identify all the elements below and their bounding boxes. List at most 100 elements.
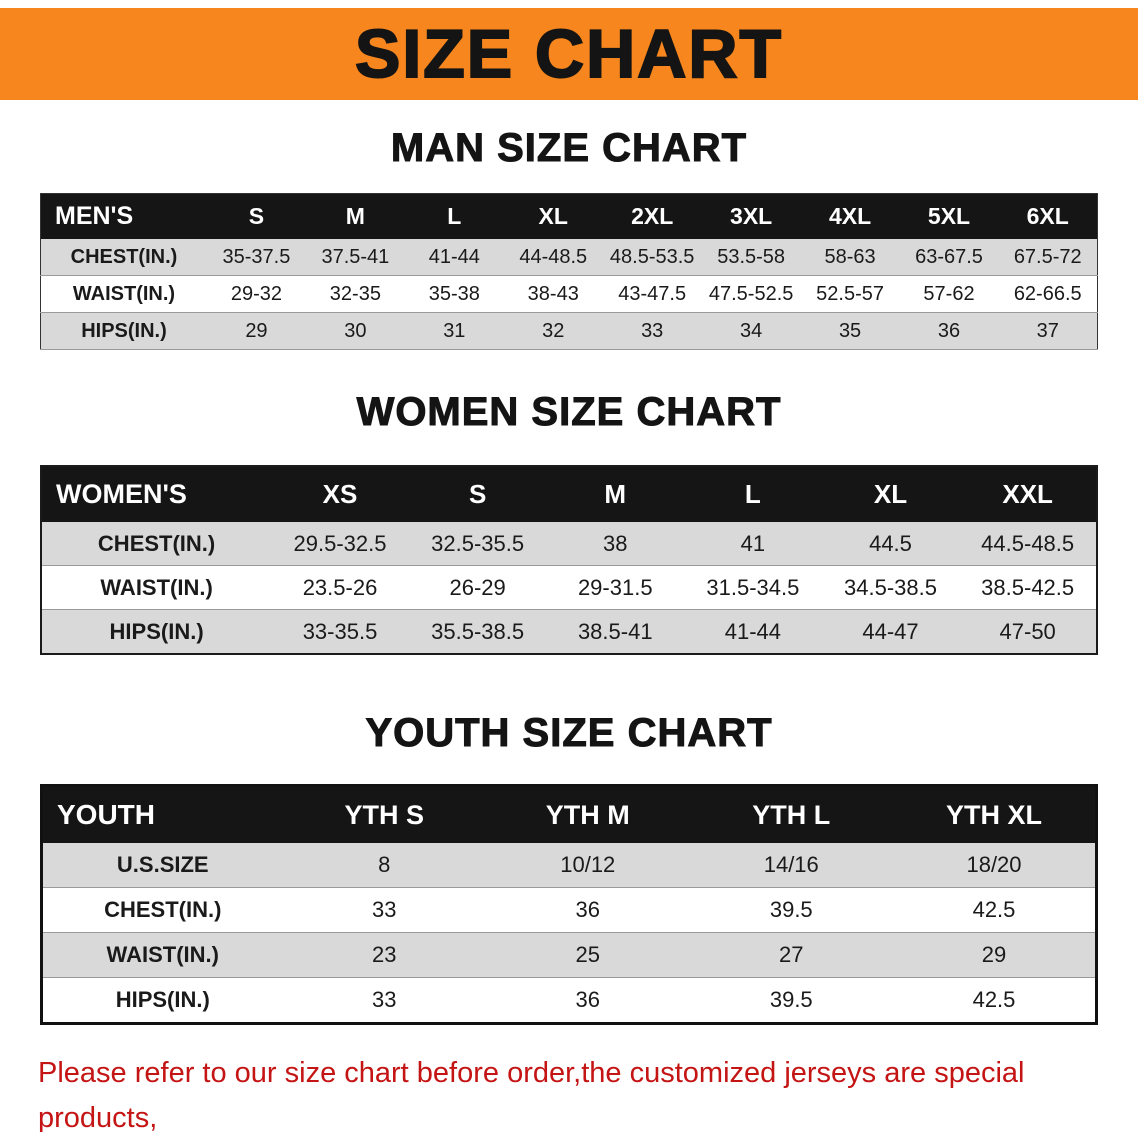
size-column-header: 4XL <box>800 193 900 239</box>
value-cell: 31.5-34.5 <box>706 574 800 600</box>
table-row: WAIST(IN.) 29-32 32-35 35-38 38-43 43-47.5 47.… <box>40 276 1098 313</box>
size-column-header: XS <box>271 466 409 522</box>
value-cell: 41-44 <box>724 618 782 644</box>
value-cell: 36 <box>575 897 601 922</box>
value-cell: 41-44 <box>428 245 480 268</box>
value-cell: 30 <box>344 319 367 342</box>
value-cell: 44.5 <box>869 530 912 556</box>
value-cell: 8 <box>378 852 391 877</box>
table-row: CHEST(IN.) 33 36 39.5 42.5 <box>41 888 1097 933</box>
table-header-row: YOUTH YTH S YTH M YTH L YTH XL <box>41 785 1097 843</box>
value-cell: 42.5 <box>972 987 1016 1012</box>
row-label: WAIST(IN.) <box>100 574 213 600</box>
table-row: WAIST(IN.) 23.5-26 26-29 29-31.5 31.5-34.5 34… <box>41 566 1097 610</box>
size-column-header: XXL <box>959 466 1097 522</box>
value-cell: 37 <box>1036 319 1059 342</box>
title-banner: SIZE CHART <box>0 8 1138 100</box>
row-label: CHEST(IN.) <box>70 245 178 268</box>
value-cell: 27 <box>779 942 804 967</box>
value-cell: 23.5-26 <box>302 574 378 600</box>
size-column-header: 3XL <box>701 193 801 239</box>
value-cell: 29 <box>245 319 268 342</box>
value-cell: 26-29 <box>449 574 506 600</box>
size-column-header: XL <box>503 193 603 239</box>
value-cell: 32.5-35.5 <box>431 530 525 556</box>
table-header-row: WOMEN'S XS S M L XL XXL <box>41 466 1097 522</box>
value-cell: 33 <box>372 897 397 922</box>
value-cell: 58-63 <box>824 245 876 268</box>
value-cell: 47-50 <box>999 618 1056 644</box>
table-corner-header: YOUTH <box>41 785 283 843</box>
footer-note: Please refer to our size chart before or… <box>38 1051 1100 1132</box>
row-label: U.S.SIZE <box>116 852 209 877</box>
value-cell: 31 <box>443 319 466 342</box>
value-cell: 38.5-42.5 <box>981 574 1075 600</box>
value-cell: 47.5-52.5 <box>708 282 794 305</box>
value-cell: 33 <box>641 319 664 342</box>
value-cell: 48.5-53.5 <box>609 245 695 268</box>
women-size-table: WOMEN'S XS S M L XL XXL CHEST(IN.) 29.5-32.5 32.5… <box>40 465 1098 655</box>
women-section-heading: WOMEN SIZE CHART <box>356 390 782 435</box>
value-cell: 37.5-41 <box>321 245 390 268</box>
table-row: U.S.SIZE 8 10/12 14/16 18/20 <box>41 843 1097 888</box>
value-cell: 32 <box>542 319 565 342</box>
value-cell: 43-47.5 <box>618 282 687 305</box>
size-column-header: 5XL <box>899 193 999 239</box>
value-cell: 35.5-38.5 <box>431 618 525 644</box>
value-cell: 33-35.5 <box>302 618 378 644</box>
value-cell: 42.5 <box>972 897 1016 922</box>
value-cell: 34.5-38.5 <box>844 574 937 600</box>
size-column-header: YTH M <box>486 785 690 843</box>
value-cell: 39.5 <box>769 987 813 1012</box>
value-cell: 32-35 <box>329 282 381 305</box>
size-column-header: M <box>305 193 405 239</box>
table-row: CHEST(IN.) 35-37.5 37.5-41 41-44 44-48.5 48.5… <box>40 239 1098 276</box>
value-cell: 67.5-72 <box>1013 245 1082 268</box>
row-label: HIPS(IN.) <box>115 987 210 1012</box>
youth-section-heading: YOUTH SIZE CHART <box>365 711 773 756</box>
value-cell: 44.5-48.5 <box>981 530 1075 556</box>
size-column-header: XL <box>821 466 960 522</box>
value-cell: 38.5-41 <box>577 618 653 644</box>
value-cell: 34 <box>740 319 763 342</box>
value-cell: 10/12 <box>560 852 616 877</box>
value-cell: 52.5-57 <box>816 282 884 305</box>
size-column-header: 6XL <box>998 193 1098 239</box>
value-cell: 41 <box>740 530 766 556</box>
table-corner-header: WOMEN'S <box>41 466 272 522</box>
man-size-table: MEN'S S M L XL 2XL 3XL 4XL 5XL 6XL CHEST(IN.) 35-37… <box>40 193 1098 350</box>
table-corner-header: MEN'S <box>40 193 207 239</box>
value-cell: 29 <box>981 942 1007 967</box>
value-cell: 29-31.5 <box>577 574 653 600</box>
value-cell: 53.5-58 <box>717 245 786 268</box>
size-table: YOUTH YTH S YTH M YTH L YTH XL U.S.SIZE 8 10/12… <box>40 784 1098 1025</box>
table-row: HIPS(IN.) 33 36 39.5 42.5 <box>41 978 1097 1024</box>
value-cell: 44-47 <box>862 618 919 644</box>
value-cell: 38 <box>603 530 628 556</box>
table-row: WAIST(IN.) 23 25 27 29 <box>41 932 1097 978</box>
value-cell: 33 <box>372 987 397 1012</box>
value-cell: 29-32 <box>230 282 283 305</box>
size-column-header: YTH L <box>689 785 893 843</box>
man-section-heading: MAN SIZE CHART <box>390 126 748 171</box>
page-title: SIZE CHART <box>354 15 783 93</box>
value-cell: 35-38 <box>428 282 480 305</box>
size-column-header: L <box>684 466 822 522</box>
value-cell: 39.5 <box>769 897 813 922</box>
row-label: HIPS(IN.) <box>109 618 204 644</box>
row-label: CHEST(IN.) <box>97 530 216 556</box>
value-cell: 63-67.5 <box>915 245 983 268</box>
row-label: HIPS(IN.) <box>81 319 167 342</box>
value-cell: 38-43 <box>527 282 579 305</box>
size-table: WOMEN'S XS S M L XL XXL CHEST(IN.) 29.5-32.5 32.5… <box>40 465 1098 655</box>
value-cell: 14/16 <box>763 852 819 877</box>
size-column-header: M <box>546 466 685 522</box>
footer-note-line-1: Please refer to our size chart before or… <box>38 1057 1025 1132</box>
value-cell: 36 <box>937 319 961 342</box>
table-header-row: MEN'S S M L XL 2XL 3XL 4XL 5XL 6XL <box>40 193 1098 239</box>
table-row: HIPS(IN.) 29 30 31 32 33 34 35 36 37 <box>40 312 1098 350</box>
value-cell: 44-48.5 <box>519 245 588 268</box>
value-cell: 36 <box>575 987 601 1012</box>
table-row: HIPS(IN.) 33-35.5 35.5-38.5 38.5-41 41-44 44-… <box>41 609 1097 654</box>
value-cell: 18/20 <box>966 852 1022 877</box>
